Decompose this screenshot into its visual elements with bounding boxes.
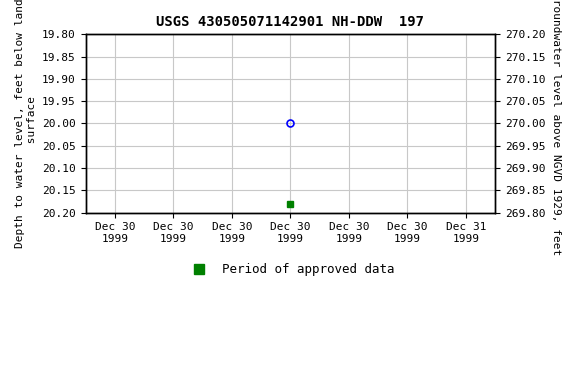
Y-axis label: Groundwater level above NGVD 1929, feet: Groundwater level above NGVD 1929, feet	[551, 0, 561, 255]
Y-axis label: Depth to water level, feet below land
 surface: Depth to water level, feet below land su…	[15, 0, 37, 248]
Legend: Period of approved data: Period of approved data	[181, 258, 399, 281]
Title: USGS 430505071142901 NH-DDW  197: USGS 430505071142901 NH-DDW 197	[157, 15, 425, 29]
